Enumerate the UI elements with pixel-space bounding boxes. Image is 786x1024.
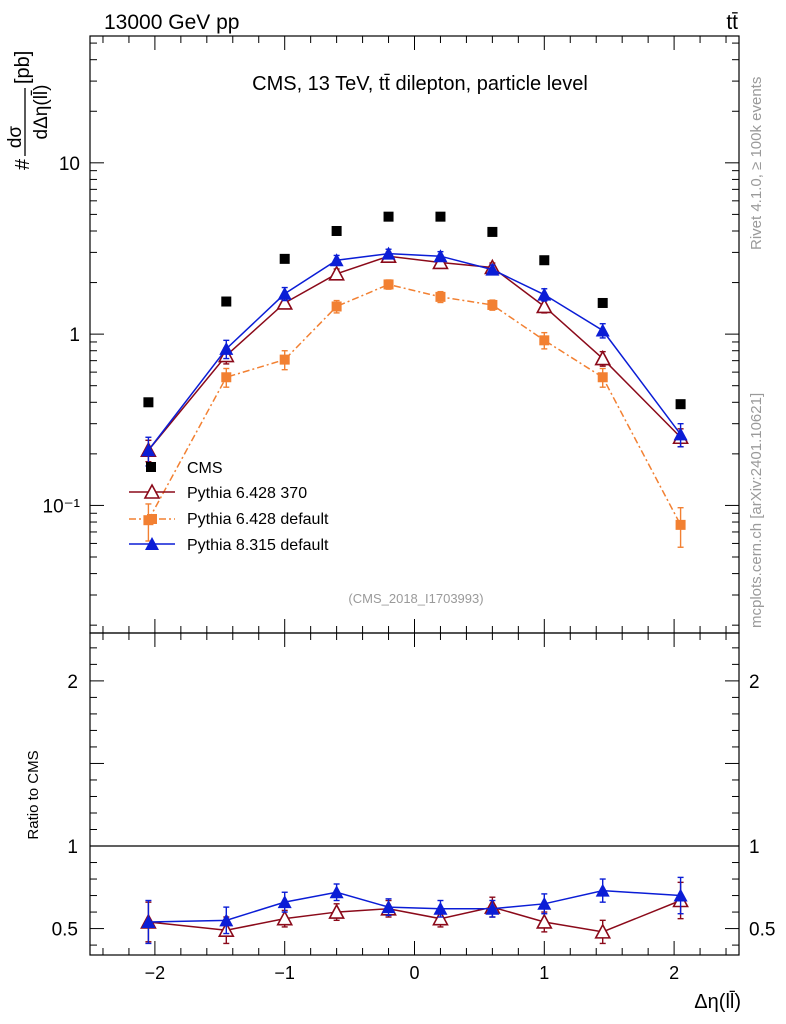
data-point bbox=[279, 354, 290, 365]
data-point bbox=[595, 323, 610, 337]
data-point bbox=[277, 286, 292, 300]
data-point bbox=[143, 397, 154, 408]
data-point bbox=[141, 914, 156, 928]
main-ylabel: # dσ dΔη(ll̄) [pb] bbox=[5, 51, 52, 170]
data-point bbox=[219, 913, 234, 927]
x-tick-label: −1 bbox=[274, 963, 295, 983]
y-tick-label: 1 bbox=[67, 837, 78, 858]
data-point bbox=[219, 341, 234, 355]
data-point bbox=[435, 291, 446, 302]
ylabel-unit: [pb] bbox=[12, 51, 34, 84]
data-point bbox=[597, 372, 608, 383]
data-point bbox=[435, 211, 446, 222]
ylabel-numerator: dσ bbox=[5, 126, 26, 149]
ratio-axis-ticks: −2 −1 0 1 2 0.5 0.5 1 1 2 2 bbox=[52, 633, 775, 983]
x-tick-label: 1 bbox=[539, 963, 549, 983]
chart-watermark: (CMS_2018_I1703993) bbox=[348, 591, 483, 606]
legend: CMS Pythia 6.428 370 Pythia 6.428 defaul… bbox=[129, 460, 329, 554]
data-point bbox=[328, 265, 345, 281]
data-point bbox=[485, 901, 500, 915]
data-point bbox=[433, 901, 448, 915]
legend-marker-py6-default bbox=[147, 514, 157, 524]
chart-title: CMS, 13 TeV, tt̄ dilepton, particle leve… bbox=[252, 73, 588, 95]
data-point bbox=[537, 896, 552, 910]
data-point bbox=[675, 519, 686, 530]
series-line bbox=[147, 255, 682, 451]
data-point bbox=[487, 299, 498, 310]
ratio-data-marks bbox=[140, 876, 689, 945]
data-point bbox=[432, 909, 449, 926]
y-tick-label-right: 2 bbox=[749, 672, 760, 693]
data-point bbox=[331, 225, 342, 236]
data-point bbox=[328, 903, 345, 919]
header-left: 13000 GeV pp bbox=[104, 11, 239, 34]
ratio-series-line bbox=[148, 889, 681, 923]
data-point bbox=[221, 296, 232, 307]
data-point bbox=[141, 443, 156, 457]
y-tick-label: 10 bbox=[59, 154, 80, 175]
data-point bbox=[383, 279, 394, 290]
legend-label-py6-default: Pythia 6.428 default bbox=[187, 511, 329, 528]
x-tick-label: −2 bbox=[145, 963, 166, 983]
data-point bbox=[487, 226, 498, 237]
x-axis-label: Δη(ll̄) bbox=[694, 990, 741, 1013]
ylabel-prefix: # bbox=[12, 158, 34, 170]
main-data-marks bbox=[140, 211, 689, 548]
data-point bbox=[539, 255, 550, 266]
main-axis-ticks: 10⁻¹ 1 10 bbox=[43, 36, 739, 633]
legend-marker-py8-default bbox=[145, 537, 159, 550]
legend-marker-cms bbox=[146, 462, 156, 472]
y-tick-label: 10⁻¹ bbox=[43, 496, 81, 517]
data-point bbox=[329, 885, 344, 899]
data-point bbox=[329, 253, 344, 267]
data-point bbox=[535, 297, 553, 314]
data-point bbox=[594, 349, 612, 366]
data-point bbox=[539, 335, 550, 346]
series-line bbox=[147, 283, 682, 526]
data-point bbox=[277, 895, 292, 909]
legend-label-py8-default: Pythia 8.315 default bbox=[187, 537, 329, 554]
legend-label-py6-370: Pythia 6.428 370 bbox=[187, 485, 307, 502]
mcplots-label: mcplots.cern.ch [arXiv:2401.10621] bbox=[748, 393, 765, 628]
data-point bbox=[381, 246, 396, 260]
data-point bbox=[331, 301, 342, 312]
series-line bbox=[147, 252, 682, 451]
data-point bbox=[535, 913, 553, 929]
data-point bbox=[675, 399, 686, 410]
data-point bbox=[276, 294, 294, 310]
data-point bbox=[673, 427, 688, 441]
data-point bbox=[594, 923, 612, 939]
legend-label-cms: CMS bbox=[187, 460, 223, 477]
data-point bbox=[276, 909, 294, 926]
y-tick-label: 1 bbox=[69, 325, 80, 346]
data-point bbox=[597, 297, 608, 308]
data-point bbox=[221, 372, 232, 383]
data-point bbox=[595, 883, 610, 897]
header-right: tt̄ bbox=[726, 11, 738, 34]
y-tick-label-right: 0.5 bbox=[749, 920, 775, 941]
ratio-panel-frame bbox=[89, 632, 740, 956]
y-tick-label: 2 bbox=[67, 672, 78, 693]
data-point bbox=[279, 253, 290, 264]
y-tick-label-right: 1 bbox=[749, 837, 760, 858]
data-point bbox=[381, 900, 396, 914]
data-point bbox=[537, 287, 552, 301]
ratio-ylabel: Ratio to CMS bbox=[25, 750, 42, 839]
x-tick-label: 0 bbox=[409, 963, 419, 983]
ylabel-denominator: dΔη(ll̄) bbox=[31, 85, 52, 140]
legend-marker-py6-370 bbox=[143, 483, 161, 499]
y-tick-label: 0.5 bbox=[52, 920, 78, 941]
x-tick-label: 2 bbox=[669, 963, 679, 983]
rivet-label: Rivet 4.1.0, ≥ 100k events bbox=[748, 77, 765, 250]
data-point bbox=[383, 211, 394, 222]
data-point bbox=[485, 262, 500, 276]
data-point bbox=[673, 888, 688, 902]
data-point bbox=[433, 249, 448, 263]
ratio-series-line bbox=[148, 899, 681, 933]
